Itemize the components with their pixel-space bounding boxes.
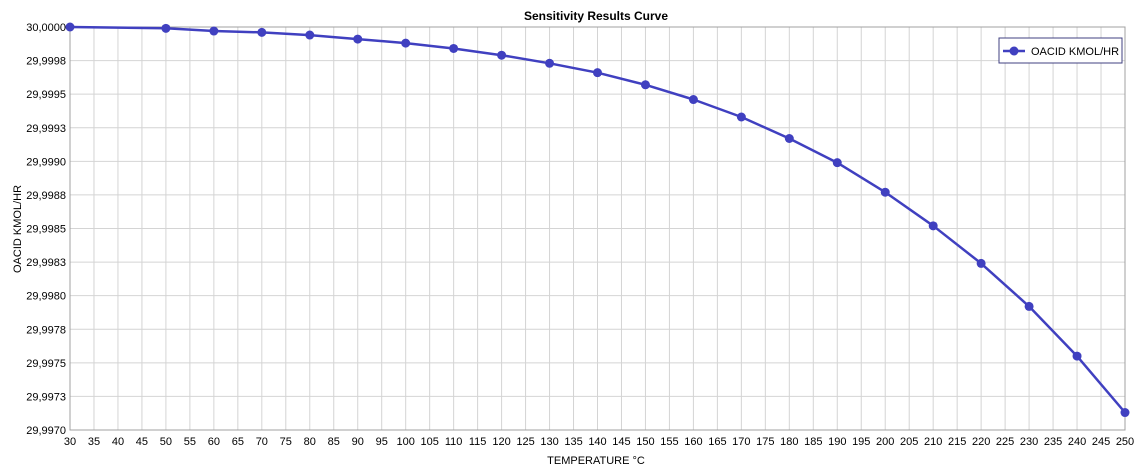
x-tick-label: 200 xyxy=(876,436,894,448)
x-tick-label: 30 xyxy=(64,436,76,448)
x-tick-label: 220 xyxy=(972,436,990,448)
data-point[interactable] xyxy=(832,158,842,168)
x-tick-label: 130 xyxy=(540,436,558,448)
y-tick-label: 29,9973 xyxy=(26,391,66,403)
data-point[interactable] xyxy=(257,27,267,37)
data-point[interactable] xyxy=(736,112,746,122)
x-axis-label: TEMPERATURE °C xyxy=(547,455,645,467)
data-point[interactable] xyxy=(65,22,75,32)
x-tick-label: 195 xyxy=(852,436,870,448)
x-tick-label: 70 xyxy=(256,436,268,448)
chart-title: Sensitivity Results Curve xyxy=(524,9,668,23)
data-point[interactable] xyxy=(353,34,363,44)
data-point[interactable] xyxy=(688,95,698,105)
data-point[interactable] xyxy=(305,30,315,40)
x-tick-label: 180 xyxy=(780,436,798,448)
x-tick-label: 250 xyxy=(1116,436,1134,448)
data-point[interactable] xyxy=(880,187,890,197)
x-tick-label: 165 xyxy=(708,436,726,448)
series-points xyxy=(65,22,1130,418)
x-tick-label: 95 xyxy=(376,436,388,448)
data-point[interactable] xyxy=(593,68,602,78)
x-tick-label: 205 xyxy=(900,436,918,448)
data-point[interactable] xyxy=(161,23,171,33)
x-tick-label: 85 xyxy=(328,436,340,448)
x-tick-label: 175 xyxy=(756,436,774,448)
data-point[interactable] xyxy=(209,26,219,36)
x-tick-label: 215 xyxy=(948,436,966,448)
data-point[interactable] xyxy=(1072,351,1082,361)
x-tick-label: 135 xyxy=(564,436,582,448)
data-point[interactable] xyxy=(976,258,986,268)
x-tick-label: 55 xyxy=(184,436,196,448)
x-tick-label: 80 xyxy=(304,436,316,448)
y-tick-label: 29,9998 xyxy=(26,56,66,68)
legend-marker-swatch xyxy=(1009,46,1019,56)
y-tick-label: 29,9995 xyxy=(26,89,66,101)
data-point[interactable] xyxy=(928,221,938,231)
y-tick-label: 29,9980 xyxy=(26,291,66,303)
y-tick-label: 29,9970 xyxy=(26,425,66,437)
x-tick-label: 145 xyxy=(612,436,630,448)
x-tick-label: 140 xyxy=(588,436,606,448)
x-tick-label: 185 xyxy=(804,436,822,448)
x-tick-label: 105 xyxy=(420,436,438,448)
x-tick-label: 225 xyxy=(996,436,1014,448)
y-tick-label: 29,9993 xyxy=(26,123,66,135)
data-point[interactable] xyxy=(1024,301,1034,311)
data-point[interactable] xyxy=(497,50,507,60)
data-point[interactable] xyxy=(401,38,411,48)
x-tick-label: 50 xyxy=(160,436,172,448)
x-tick-labels: 30 35 40 45 50 55 60 65 70 75 80 85 90 95 100 105 110 115… xyxy=(64,436,1134,448)
x-tick-label: 125 xyxy=(516,436,534,448)
x-tick-label: 110 xyxy=(445,436,463,448)
y-tick-label: 29,9985 xyxy=(26,224,66,236)
y-tick-label: 29,9990 xyxy=(26,156,66,168)
data-point[interactable] xyxy=(449,43,459,53)
x-tick-label: 45 xyxy=(136,436,148,448)
data-point[interactable] xyxy=(1120,408,1130,418)
data-point[interactable] xyxy=(640,80,650,90)
x-tick-label: 60 xyxy=(208,436,220,448)
series-line xyxy=(69,25,1126,414)
x-tick-label: 120 xyxy=(492,436,510,448)
y-tick-labels: 30,0000 29,9998 29,9995 29,9993 29,9990 29,99… xyxy=(26,22,66,437)
x-tick-label: 155 xyxy=(660,436,678,448)
x-tick-label: 100 xyxy=(397,436,415,448)
x-tick-label: 75 xyxy=(280,436,292,448)
y-axis-label: OACID KMOL/HR xyxy=(12,185,24,273)
data-point[interactable] xyxy=(784,133,794,143)
y-tick-label: 29,9975 xyxy=(26,358,66,370)
plot-border xyxy=(69,26,1126,431)
y-tick-label: 29,9983 xyxy=(26,257,66,269)
x-tick-label: 170 xyxy=(732,436,750,448)
y-tick-label: 30,0000 xyxy=(26,22,66,34)
x-tick-label: 160 xyxy=(684,436,702,448)
y-tick-label: 29,9988 xyxy=(26,190,66,202)
x-tick-label: 65 xyxy=(232,436,244,448)
legend[interactable]: OACID KMOL/HR xyxy=(998,37,1123,64)
x-tick-label: 230 xyxy=(1020,436,1038,448)
y-tick-label: 29,9978 xyxy=(26,324,66,336)
legend-label: OACID KMOL/HR xyxy=(1031,46,1119,58)
data-point[interactable] xyxy=(545,58,555,68)
x-tick-label: 235 xyxy=(1044,436,1062,448)
x-tick-label: 35 xyxy=(88,436,100,448)
x-tick-label: 190 xyxy=(828,436,846,448)
x-tick-label: 90 xyxy=(352,436,364,448)
x-tick-label: 210 xyxy=(924,436,942,448)
x-tick-label: 40 xyxy=(112,436,124,448)
x-tick-label: 240 xyxy=(1068,436,1086,448)
x-tick-label: 150 xyxy=(636,436,654,448)
x-tick-label: 245 xyxy=(1092,436,1110,448)
x-tick-label: 115 xyxy=(469,436,487,448)
